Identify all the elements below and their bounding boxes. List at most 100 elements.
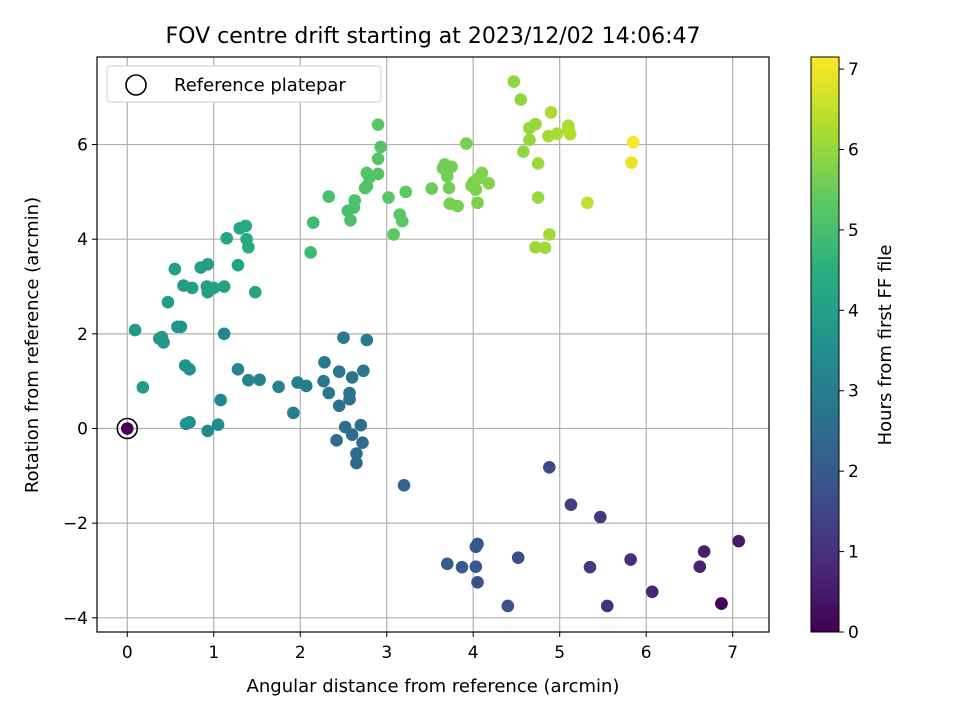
data-point [272,380,285,394]
data-point [360,166,374,180]
data-point [693,560,707,573]
y-tick-label: −2 [63,514,88,534]
data-point [514,93,528,106]
colorbar-tick-label: 5 [848,221,859,241]
data-point [343,386,356,400]
data-point [732,534,746,548]
data-point [183,363,196,376]
colorbar-tick-label: 0 [848,623,859,643]
x-tick-label: 0 [122,643,133,663]
data-point [330,434,343,447]
y-axis-ticks: −4 −2 0 2 4 6 [63,136,97,629]
data-point [440,557,454,571]
data-point [348,194,362,207]
data-point [440,169,454,183]
data-point [179,417,193,431]
data-point [291,376,304,389]
data-point [201,257,215,271]
data-point [332,365,346,379]
x-tick-label: 2 [295,643,306,663]
data-point [231,258,245,272]
colorbar-tick-label: 2 [848,462,859,482]
colorbar-label: Hours from first FF file [875,245,896,446]
data-point [356,436,369,449]
data-point [231,363,245,376]
legend-box [106,65,382,103]
y-axis-label: Rotation from reference (arcmin) [22,197,43,493]
colorbar-gradient [810,56,840,633]
data-point [399,185,413,199]
data-point [220,231,234,245]
data-point [459,137,473,150]
y-tick-label: 0 [77,420,88,440]
data-point [501,599,515,613]
data-point [211,418,225,432]
data-point [318,355,331,369]
data-point [529,117,542,131]
data-point [471,196,484,210]
data-point [507,75,521,88]
data-point [337,331,350,344]
x-axis-ticks: 0 1 2 3 4 5 6 7 [122,632,738,663]
data-point [217,280,231,293]
legend-label-reference: Reference platepar [174,75,346,96]
data-point [445,160,458,174]
data-point [242,373,255,387]
data-point [469,183,483,196]
data-point [357,364,370,378]
data-point [425,182,439,195]
data-point [563,127,577,141]
colorbar-tick-label: 4 [848,301,859,321]
data-point [161,295,175,309]
plot-area: 0 1 2 3 4 5 6 7 −4 −2 0 2 4 6 [63,56,770,663]
data-point [387,228,400,241]
data-point [171,320,184,334]
data-point [322,190,336,203]
y-tick-label: 2 [77,325,88,345]
data-point [306,216,320,229]
data-point [248,285,262,299]
data-point [523,133,536,147]
data-point [564,498,578,511]
data-point [317,374,330,388]
colorbar-tick-label: 7 [848,60,859,80]
data-point [482,177,496,190]
data-point [645,585,659,599]
legend: Reference platepar [106,65,382,103]
legend-marker-reference [125,74,147,96]
x-tick-label: 3 [381,643,392,663]
data-point [207,281,221,295]
data-point [371,118,385,131]
data-point [374,140,387,154]
data-point [338,420,352,434]
data-point [350,447,363,460]
data-point [350,456,363,470]
data-point [332,399,346,413]
x-tick-label: 5 [554,643,565,663]
data-point [531,157,545,170]
data-point [469,560,483,573]
data-point [201,424,215,438]
data-point [322,386,336,400]
data-point [583,560,597,574]
data-point [543,228,556,241]
colorbar-tick-label: 1 [848,543,859,563]
data-point [185,281,199,295]
y-tick-label: 6 [77,136,88,156]
data-point [517,145,530,158]
data-point [304,246,317,259]
data-point [624,553,637,566]
data-point [397,478,411,492]
data-point [451,199,464,213]
colorbar: 0 1 2 3 4 5 6 7 Hours from first FF file [810,56,896,643]
data-point [581,196,594,210]
x-tick-label: 1 [208,643,219,663]
reference-point-ring [116,417,139,440]
data-point [529,240,542,254]
data-point [511,551,525,564]
colorbar-tick-label: 6 [848,140,859,160]
data-point [253,373,266,387]
colorbar-tick-label: 3 [848,382,859,402]
plot-frame [96,56,770,633]
data-point [625,156,638,169]
